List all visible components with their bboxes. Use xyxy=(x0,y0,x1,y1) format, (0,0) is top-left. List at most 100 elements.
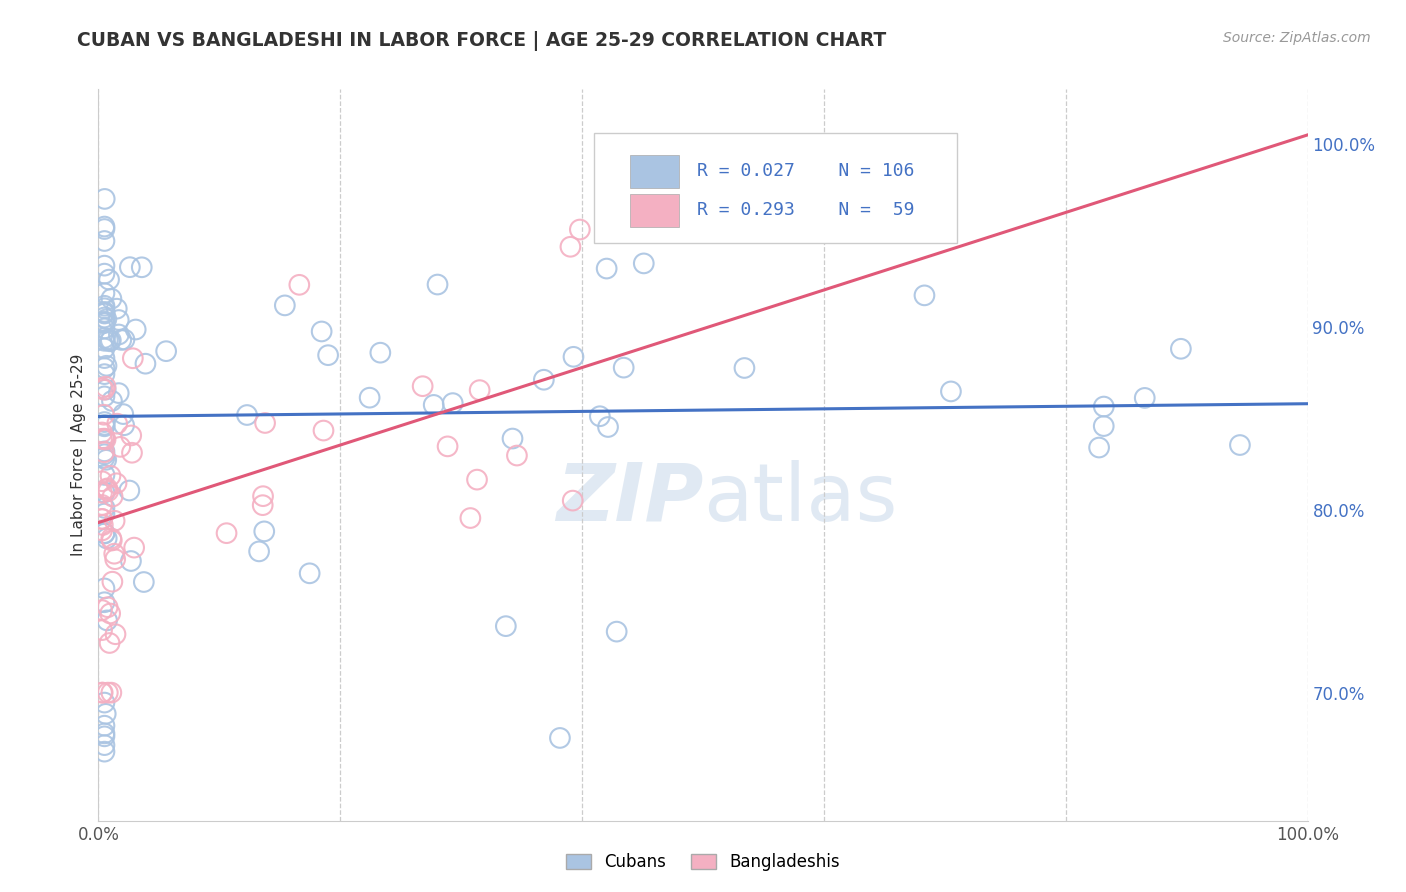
Point xyxy=(108,327,131,342)
Text: ZIP: ZIP xyxy=(555,459,703,538)
Point xyxy=(98,607,121,621)
Point xyxy=(215,526,238,541)
Point xyxy=(288,277,311,292)
Point xyxy=(118,483,141,498)
Point xyxy=(93,447,115,461)
Point xyxy=(93,526,115,541)
Point xyxy=(114,333,136,347)
Point xyxy=(103,547,125,561)
Point xyxy=(93,316,115,330)
Point xyxy=(93,310,115,325)
Point xyxy=(359,391,381,405)
Point xyxy=(1088,441,1111,455)
Point xyxy=(560,240,582,254)
Point xyxy=(93,234,115,248)
Point xyxy=(311,325,333,339)
Point xyxy=(91,512,114,526)
Point xyxy=(94,379,117,393)
Point xyxy=(107,386,129,401)
Point xyxy=(94,383,117,397)
Text: Source: ZipAtlas.com: Source: ZipAtlas.com xyxy=(1223,31,1371,45)
Point xyxy=(93,582,115,596)
Point xyxy=(91,475,114,489)
Point xyxy=(93,595,115,609)
Point xyxy=(121,446,143,460)
Point xyxy=(91,686,114,700)
Point xyxy=(121,351,143,366)
Point xyxy=(93,719,115,733)
Point xyxy=(495,619,517,633)
Point xyxy=(1092,419,1115,434)
Point xyxy=(101,490,124,504)
Point xyxy=(93,286,115,301)
Point xyxy=(93,301,115,316)
Point xyxy=(93,305,115,319)
Point xyxy=(1133,391,1156,405)
Point xyxy=(107,313,129,327)
Point xyxy=(613,360,636,375)
FancyBboxPatch shape xyxy=(595,133,957,243)
Point xyxy=(426,277,449,292)
Point xyxy=(93,259,115,273)
Legend: Cubans, Bangladeshis: Cubans, Bangladeshis xyxy=(560,847,846,878)
Point xyxy=(97,484,120,499)
Point xyxy=(93,445,115,459)
Point xyxy=(93,315,115,329)
Point xyxy=(93,351,115,365)
Point xyxy=(93,467,115,482)
Point xyxy=(93,361,115,376)
Point xyxy=(468,383,491,397)
Point xyxy=(93,726,115,740)
Point xyxy=(93,696,115,710)
Point xyxy=(93,450,115,465)
Point xyxy=(548,731,571,745)
Point xyxy=(312,424,335,438)
Point xyxy=(105,301,128,316)
Point xyxy=(91,425,114,440)
Point xyxy=(131,260,153,275)
Point xyxy=(465,473,488,487)
Point xyxy=(252,498,274,512)
Point xyxy=(91,498,114,512)
Point xyxy=(93,367,115,381)
Point xyxy=(247,544,270,558)
Point xyxy=(412,379,434,393)
Point xyxy=(93,389,115,403)
Point xyxy=(274,298,297,312)
Point xyxy=(460,511,482,525)
Point xyxy=(91,518,114,533)
Point xyxy=(370,345,392,359)
Point xyxy=(914,288,936,302)
Point xyxy=(561,493,583,508)
Point xyxy=(93,267,115,281)
Point xyxy=(422,398,444,412)
Point xyxy=(595,261,617,276)
Point xyxy=(91,524,114,538)
Point xyxy=(110,440,132,454)
Point xyxy=(316,348,339,362)
Point xyxy=(93,729,115,743)
Point xyxy=(93,331,115,345)
Point xyxy=(132,574,155,589)
Text: R = 0.027    N = 106: R = 0.027 N = 106 xyxy=(697,162,914,180)
Point xyxy=(93,342,115,356)
Point xyxy=(93,419,115,434)
Point xyxy=(122,541,145,555)
Point xyxy=(606,624,628,639)
Point xyxy=(94,706,117,721)
Point xyxy=(91,623,114,637)
Point xyxy=(93,745,115,759)
Point xyxy=(98,636,121,650)
Point xyxy=(91,432,114,446)
Point xyxy=(120,428,142,442)
Point xyxy=(93,432,115,446)
Point xyxy=(93,738,115,752)
Point xyxy=(104,514,127,528)
Point xyxy=(589,409,612,424)
Point xyxy=(100,292,122,306)
Point xyxy=(100,334,122,348)
Point xyxy=(93,306,115,320)
Point xyxy=(94,433,117,447)
Point xyxy=(96,312,118,326)
Point xyxy=(93,383,115,397)
